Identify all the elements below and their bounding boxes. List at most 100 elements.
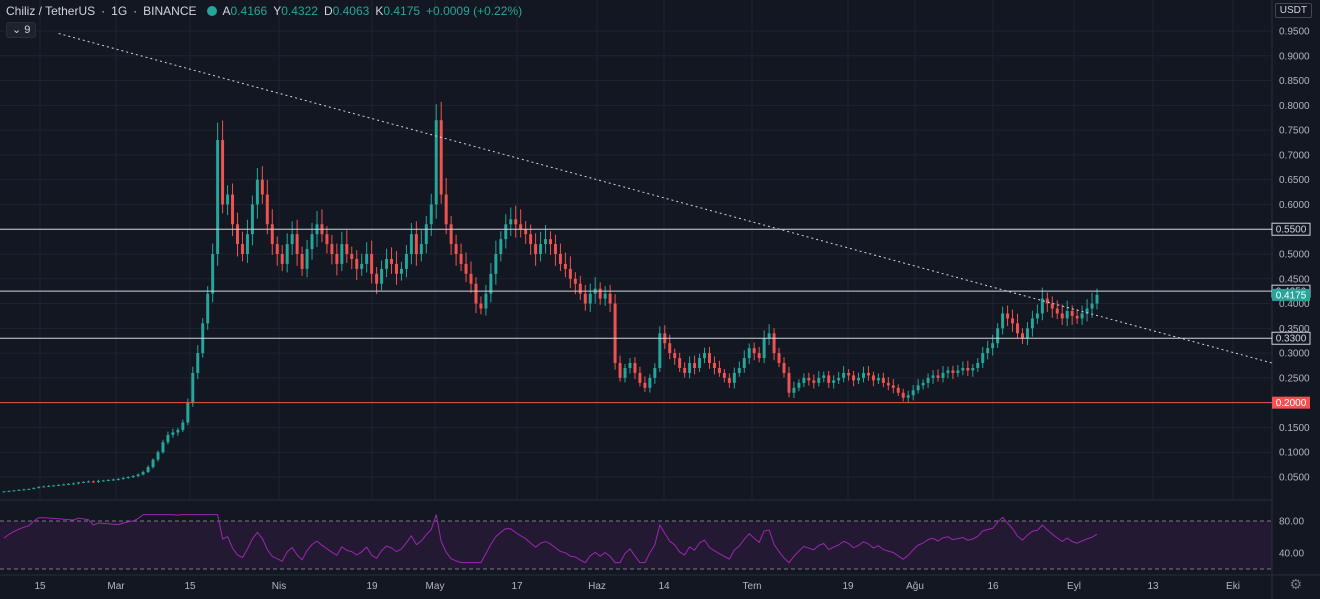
candle-body <box>424 224 428 245</box>
candle-body <box>683 367 687 373</box>
currency-button[interactable]: USDT <box>1274 3 1312 18</box>
candle-body <box>871 375 875 381</box>
y-tick-label: 0.0500 <box>1279 473 1310 484</box>
candle-body <box>131 476 135 478</box>
candle-body <box>380 268 384 284</box>
candle-body <box>822 375 826 378</box>
candle-body <box>658 333 662 368</box>
candle-body <box>375 273 379 284</box>
candle-body <box>549 239 552 245</box>
close-label: K <box>375 4 384 18</box>
candle-body <box>429 204 433 225</box>
candle-body <box>439 120 443 195</box>
x-tick-label: 15 <box>184 581 196 592</box>
interval-label[interactable]: 1G <box>111 4 128 18</box>
y-tick-label: 0.4500 <box>1279 274 1310 285</box>
candle-body <box>926 377 930 383</box>
candle-body <box>370 254 374 274</box>
candle-body <box>698 358 702 368</box>
candle-body <box>916 385 920 391</box>
candle-body <box>12 490 16 492</box>
candle-body <box>335 254 339 264</box>
level-label: 0.5500 <box>1276 225 1307 236</box>
market-status-icon <box>206 6 217 16</box>
candle-body <box>489 273 493 294</box>
low-label: D <box>323 4 333 18</box>
candle-body <box>524 229 528 235</box>
rsi-line <box>3 514 1098 564</box>
candle-body <box>583 293 587 304</box>
candle-body <box>896 387 900 393</box>
candle-body <box>444 194 448 225</box>
candle-body <box>340 244 344 264</box>
candle-body <box>891 385 895 388</box>
candle-body <box>390 258 394 264</box>
candle-body <box>499 239 503 254</box>
candle-body <box>385 258 389 269</box>
candle-body <box>454 244 458 254</box>
candle-body <box>265 194 269 225</box>
x-tick-label: Nis <box>272 581 286 592</box>
candle-body <box>484 293 488 309</box>
candle-body <box>77 482 81 484</box>
candle-body <box>598 288 602 299</box>
candle-body <box>866 372 870 376</box>
candle-body <box>886 382 890 386</box>
candle-body <box>250 204 254 235</box>
candle-body <box>1065 310 1069 319</box>
candle-body <box>1030 318 1034 329</box>
candle-body <box>1080 313 1084 319</box>
y-tick-label: 0.8500 <box>1279 76 1310 87</box>
candle-body <box>1020 333 1024 339</box>
candle-body <box>747 348 751 359</box>
candle-body <box>762 338 766 359</box>
candle-body <box>96 480 100 482</box>
candle-body <box>1006 313 1010 319</box>
x-tick-label: Tem <box>743 581 762 592</box>
candle-body <box>345 244 349 254</box>
open-label: A <box>222 4 231 18</box>
symbol-name[interactable]: Chiliz / TetherUS <box>6 4 96 18</box>
level-label-box <box>1271 222 1311 236</box>
candle-body <box>847 372 851 376</box>
candle-body <box>161 442 165 453</box>
level-label: 0.2000 <box>1276 398 1307 409</box>
candle-body <box>474 283 478 304</box>
x-tick-label: Haz <box>588 581 606 592</box>
x-tick-label: 16 <box>987 581 999 592</box>
candle-body <box>181 422 185 430</box>
candle-body <box>221 140 225 205</box>
candle-body <box>176 429 180 433</box>
candles-group <box>2 101 1099 493</box>
candle-body <box>623 367 627 378</box>
candle-body <box>404 254 408 269</box>
gear-icon[interactable]: ⚙ <box>1289 576 1302 592</box>
candle-body <box>817 377 821 383</box>
candle-body <box>300 254 304 269</box>
candle-body <box>360 263 364 269</box>
candle-body <box>931 375 935 378</box>
candle-body <box>111 479 115 481</box>
candle-body <box>136 474 140 477</box>
candle-body <box>906 395 910 398</box>
candle-body <box>668 343 672 354</box>
candle-body <box>126 477 130 478</box>
candle-body <box>151 459 155 468</box>
candle-body <box>1075 315 1079 319</box>
candle-body <box>91 481 95 483</box>
x-tick-label: 19 <box>842 581 854 592</box>
candle-body <box>578 283 582 294</box>
level-label: 0.3300 <box>1276 334 1307 345</box>
candle-body <box>901 392 905 398</box>
y-tick-label: 0.4000 <box>1279 299 1310 310</box>
candle-body <box>62 484 66 486</box>
change-value: +0.0009 (+0.22%) <box>426 4 523 18</box>
candle-body <box>419 244 423 254</box>
candle-body <box>325 234 329 245</box>
indicator-toggle-button[interactable]: ⌄ 9 <box>6 22 37 38</box>
candle-body <box>449 224 453 245</box>
level-label-box <box>1272 396 1310 409</box>
candle-body <box>17 489 21 491</box>
candle-body <box>1090 303 1094 309</box>
